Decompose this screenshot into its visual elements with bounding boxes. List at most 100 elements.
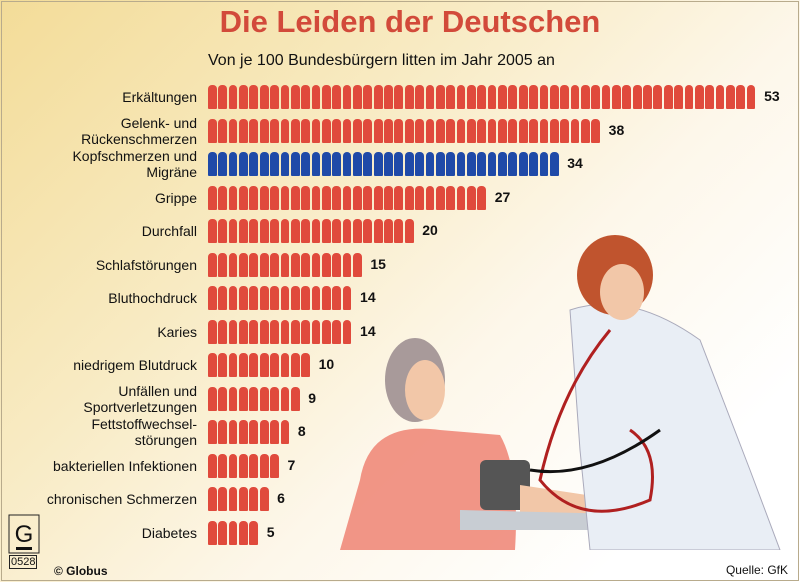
- category-label: niedrigem Blutdruck: [73, 357, 197, 373]
- bar-segment: [487, 85, 497, 109]
- category-label: Durchfall: [141, 223, 197, 239]
- bar-segment: [415, 152, 424, 176]
- bar-segment: [332, 286, 342, 310]
- bar-segment: [353, 118, 362, 143]
- bar-segment: [249, 453, 259, 478]
- bar-segment: [228, 85, 238, 109]
- bar-segment: [218, 386, 228, 411]
- bar-segment: [239, 420, 248, 444]
- bar-segment: [736, 85, 746, 109]
- bar-segment: [249, 286, 259, 310]
- bar-segment: [549, 85, 559, 109]
- bar-segment: [353, 152, 362, 176]
- value-label: 14: [360, 289, 376, 305]
- bar-segment: [280, 219, 290, 243]
- bar-segment: [301, 85, 310, 109]
- bar-segment: [622, 85, 632, 109]
- bar-segment: [663, 85, 673, 109]
- bar-segment: [228, 185, 238, 210]
- bar-segment: [270, 185, 279, 210]
- bar-segment: [529, 118, 538, 143]
- bar-segment: [384, 219, 393, 243]
- bar-segment: [290, 386, 300, 411]
- bar-segment: [321, 185, 331, 210]
- value-label: 34: [567, 155, 583, 171]
- bar-segment: [404, 185, 414, 210]
- bar-segment: [321, 118, 331, 143]
- bar-segment: [373, 118, 383, 143]
- bar-segment: [259, 219, 269, 243]
- bar-segment: [404, 118, 414, 143]
- bar-segment: [373, 85, 383, 109]
- bar-segment: [446, 85, 456, 109]
- bar-segment: [208, 420, 217, 444]
- bar-segment: [208, 520, 217, 545]
- bar-segment: [321, 319, 331, 344]
- bar-segment: [228, 353, 238, 377]
- bar-segment: [259, 420, 269, 444]
- bar-segment: [239, 520, 248, 545]
- bar-segment: [363, 85, 373, 109]
- bar-segment: [208, 185, 217, 210]
- bar-segment: [259, 453, 269, 478]
- bar-segment: [342, 252, 352, 277]
- bar-segment: [280, 118, 290, 143]
- globus-logo-icon: G: [8, 514, 40, 554]
- bar-segment: [384, 152, 393, 176]
- bar-segment: [363, 185, 373, 210]
- bar-segment: [549, 152, 559, 176]
- bar-segment: [332, 118, 342, 143]
- bar-segment: [280, 185, 290, 210]
- bar-segment: [446, 185, 456, 210]
- bar-segment: [208, 286, 217, 310]
- bar-segment: [353, 252, 362, 277]
- bar-segment: [259, 185, 269, 210]
- bar-segment: [321, 219, 331, 243]
- bar-segment: [498, 152, 507, 176]
- bar-segment: [394, 85, 404, 109]
- bar-segment: [674, 85, 683, 109]
- bar-segment: [332, 219, 342, 243]
- bar-segment: [498, 85, 507, 109]
- category-label: Gelenk- und Rückenschmerzen: [81, 114, 197, 147]
- bar-segment: [239, 353, 248, 377]
- bar-segment: [301, 286, 310, 310]
- bar-segment: [373, 185, 383, 210]
- bar-segment: [477, 118, 487, 143]
- bar-segment: [311, 152, 321, 176]
- bar-segment: [208, 386, 217, 411]
- bar-segment: [715, 85, 725, 109]
- bar-segment: [239, 152, 248, 176]
- bar-segment: [311, 319, 321, 344]
- bar-segment: [425, 185, 435, 210]
- bar-segment: [384, 85, 393, 109]
- bar-segment: [270, 85, 279, 109]
- bar-segment: [498, 118, 507, 143]
- bar-segment: [280, 252, 290, 277]
- bar-segment: [270, 353, 279, 377]
- value-label: 8: [297, 423, 306, 439]
- value-label: 15: [370, 255, 386, 272]
- bar-segment: [239, 85, 248, 109]
- bar-segment: [643, 85, 652, 109]
- bar-segment: [311, 219, 321, 243]
- bar-segment: [591, 118, 601, 143]
- graphic-number: 0528: [9, 555, 38, 569]
- bar-segment: [218, 252, 228, 277]
- category-label: Kopfschmerzen und Migräne: [72, 148, 197, 180]
- bar-segment: [259, 118, 269, 143]
- bar-segment: [467, 118, 476, 143]
- chart-title: Die Leiden der Deutschen: [219, 4, 601, 39]
- bar-segment: [311, 185, 321, 210]
- bar-segment: [228, 319, 238, 344]
- bar-segment: [529, 152, 538, 176]
- bar-segment: [208, 252, 217, 277]
- bar-segment: [259, 487, 269, 511]
- bar-segment: [539, 85, 549, 109]
- bar-segment: [270, 219, 279, 243]
- bar-segment: [653, 85, 663, 109]
- bar-segment: [539, 152, 549, 176]
- bar-segment: [228, 286, 238, 310]
- bar-segment: [477, 185, 487, 210]
